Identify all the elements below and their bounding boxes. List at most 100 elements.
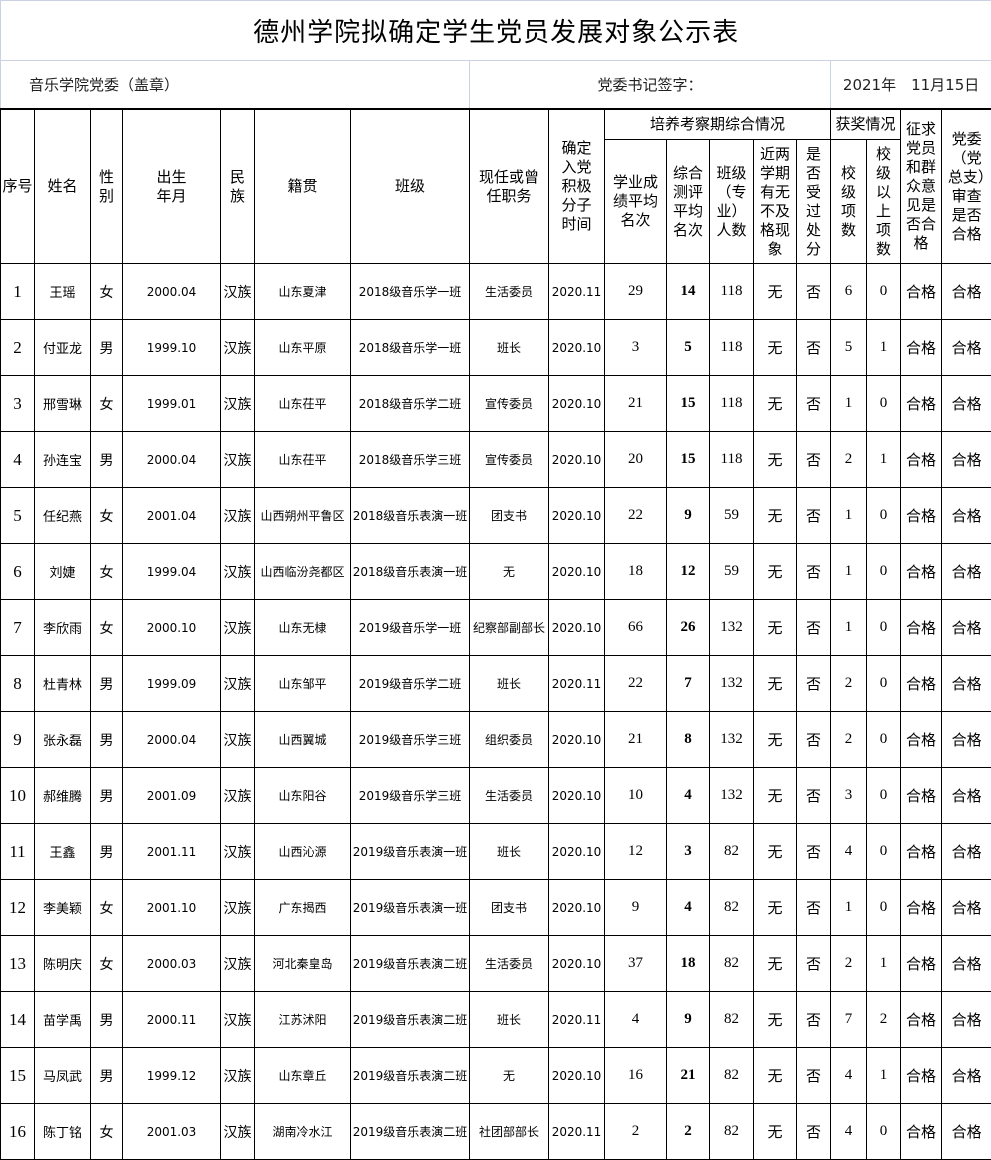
native-place-cell: 山西翼城 [255, 712, 351, 768]
academic-rank-cell: 16 [605, 1048, 667, 1104]
native-place-cell: 湖南冷水江 [255, 1104, 351, 1160]
fail-record-cell: 无 [754, 880, 797, 936]
row-seq-cell: 4 [1, 432, 35, 488]
activist-date-cell: 2020.10 [549, 320, 605, 376]
student-name-cell: 李欣雨 [35, 600, 91, 656]
birth-month-cell: 1999.09 [123, 656, 221, 712]
review-result-cell: 合格 [942, 1104, 991, 1160]
native-place-cell: 山东茌平 [255, 376, 351, 432]
fail-record-cell: 无 [754, 992, 797, 1048]
student-name-cell: 陈丁铭 [35, 1104, 91, 1160]
row-seq-cell: 5 [1, 488, 35, 544]
student-name-cell: 郝维腾 [35, 768, 91, 824]
class-size-cell: 132 [710, 600, 754, 656]
class-size-cell: 59 [710, 488, 754, 544]
school-awards-cell: 5 [831, 320, 867, 376]
punishment-cell: 否 [797, 712, 831, 768]
opinion-result-cell: 合格 [901, 824, 942, 880]
above-school-awards-cell: 0 [867, 712, 901, 768]
above-school-awards-cell: 0 [867, 768, 901, 824]
birth-month-cell: 2001.11 [123, 824, 221, 880]
row-seq-cell: 11 [1, 824, 35, 880]
row-seq-cell: 14 [1, 992, 35, 1048]
opinion-result-cell: 合格 [901, 992, 942, 1048]
birth-month-cell: 2001.10 [123, 880, 221, 936]
school-awards-cell: 1 [831, 488, 867, 544]
class-size-cell: 118 [710, 264, 754, 320]
gender-cell: 男 [91, 1048, 123, 1104]
position-cell: 团支书 [470, 488, 549, 544]
birth-month-cell: 1999.10 [123, 320, 221, 376]
review-result-cell: 合格 [942, 600, 991, 656]
fail-record-cell: 无 [754, 656, 797, 712]
academic-rank-cell: 4 [605, 992, 667, 1048]
native-place-cell: 山东平原 [255, 320, 351, 376]
opinion-result-cell: 合格 [901, 544, 942, 600]
punishment-cell: 否 [797, 488, 831, 544]
punishment-cell: 否 [797, 544, 831, 600]
ethnicity-cell: 汉族 [221, 544, 255, 600]
above-school-awards-cell: 0 [867, 1104, 901, 1160]
position-cell: 生活委员 [470, 264, 549, 320]
activist-date-cell: 2020.10 [549, 544, 605, 600]
fail-record-cell: 无 [754, 600, 797, 656]
fail-record-cell: 无 [754, 1104, 797, 1160]
native-place-cell: 山东无棣 [255, 600, 351, 656]
class-name-cell: 2019级音乐表演一班 [351, 824, 470, 880]
review-result-cell: 合格 [942, 936, 991, 992]
review-result-cell: 合格 [942, 320, 991, 376]
academic-rank-cell: 21 [605, 376, 667, 432]
academic-rank-cell: 2 [605, 1104, 667, 1160]
gender-cell: 女 [91, 544, 123, 600]
fail-record-cell: 无 [754, 768, 797, 824]
class-size-cell: 82 [710, 936, 754, 992]
punishment-cell: 否 [797, 880, 831, 936]
header-name: 姓名 [35, 109, 91, 264]
eval-rank-cell: 26 [667, 600, 710, 656]
academic-rank-cell: 22 [605, 488, 667, 544]
row-seq-cell: 15 [1, 1048, 35, 1104]
class-name-cell: 2019级音乐表演二班 [351, 992, 470, 1048]
activist-date-cell: 2020.10 [549, 488, 605, 544]
header-activist-date: 确定入党积极分子时间 [549, 109, 605, 264]
opinion-result-cell: 合格 [901, 600, 942, 656]
activist-date-cell: 2020.10 [549, 600, 605, 656]
gender-cell: 女 [91, 936, 123, 992]
eval-rank-cell: 4 [667, 880, 710, 936]
birth-month-cell: 2001.04 [123, 488, 221, 544]
class-name-cell: 2018级音乐表演一班 [351, 544, 470, 600]
activist-date-cell: 2020.10 [549, 880, 605, 936]
school-awards-cell: 1 [831, 880, 867, 936]
student-name-cell: 李美颖 [35, 880, 91, 936]
header-birth: 出生年月 [123, 109, 221, 264]
header-ethnicity: 民族 [221, 109, 255, 264]
position-cell: 纪察部副部长 [470, 600, 549, 656]
eval-rank-cell: 7 [667, 656, 710, 712]
secretary-signature-label: 党委书记签字： [470, 61, 831, 110]
student-name-cell: 张永磊 [35, 712, 91, 768]
ethnicity-cell: 汉族 [221, 1104, 255, 1160]
student-name-cell: 陈明庆 [35, 936, 91, 992]
class-name-cell: 2019级音乐表演二班 [351, 1104, 470, 1160]
academic-rank-cell: 20 [605, 432, 667, 488]
class-size-cell: 132 [710, 712, 754, 768]
birth-month-cell: 2000.11 [123, 992, 221, 1048]
class-name-cell: 2018级音乐学三班 [351, 432, 470, 488]
activist-date-cell: 2020.11 [549, 992, 605, 1048]
class-size-cell: 82 [710, 1104, 754, 1160]
header-seq: 序号 [1, 109, 35, 264]
school-awards-cell: 1 [831, 376, 867, 432]
academic-rank-cell: 21 [605, 712, 667, 768]
ethnicity-cell: 汉族 [221, 376, 255, 432]
ethnicity-cell: 汉族 [221, 1048, 255, 1104]
fail-record-cell: 无 [754, 264, 797, 320]
native-place-cell: 山东茌平 [255, 432, 351, 488]
fail-record-cell: 无 [754, 824, 797, 880]
row-seq-cell: 6 [1, 544, 35, 600]
class-name-cell: 2018级音乐学二班 [351, 376, 470, 432]
gender-cell: 女 [91, 1104, 123, 1160]
ethnicity-cell: 汉族 [221, 656, 255, 712]
